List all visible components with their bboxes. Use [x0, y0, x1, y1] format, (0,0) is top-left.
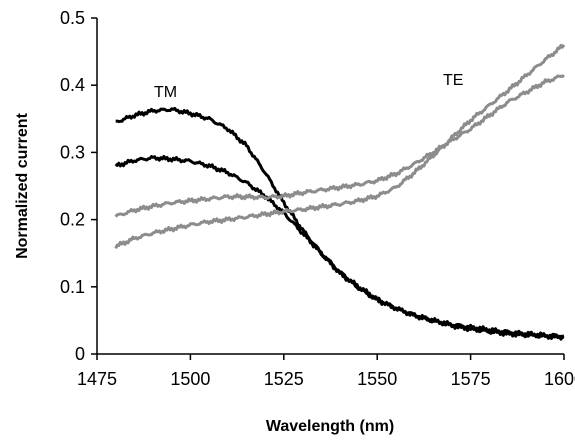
y-tick-label: 0.3: [60, 142, 85, 162]
y-ticks: 0 0.1 0.2 0.3 0.4 0.5: [60, 8, 97, 364]
y-tick-label: 0.1: [60, 277, 85, 297]
x-tick-label: 1475: [77, 369, 117, 389]
x-tick-label: 1525: [264, 369, 304, 389]
x-axis-title: Wavelength (nm): [266, 418, 394, 435]
axes: [96, 18, 564, 355]
x-tick-label: 1575: [451, 369, 491, 389]
y-tick-label: 0.4: [60, 75, 85, 95]
x-tick-label: 1500: [170, 369, 210, 389]
series-line-te-2: [114, 73, 565, 218]
x-tick-label: 1600: [544, 369, 575, 389]
y-tick-label: 0.5: [60, 8, 85, 28]
series-line-te-3: [114, 44, 566, 250]
y-tick-label: 0: [75, 344, 85, 364]
x-tick-label: 1550: [357, 369, 397, 389]
y-tick-label: 0.2: [60, 210, 85, 230]
series-line-tm-1: [114, 154, 565, 341]
annotation-te: TE: [443, 72, 463, 89]
series-line-tm-0: [115, 106, 565, 339]
plot-lines: [114, 44, 566, 341]
annotation-tm: TM: [154, 84, 177, 101]
y-axis-title: Normalized current: [14, 112, 31, 258]
x-ticks: 1475 1500 1525 1550 1575 1600: [77, 354, 575, 389]
